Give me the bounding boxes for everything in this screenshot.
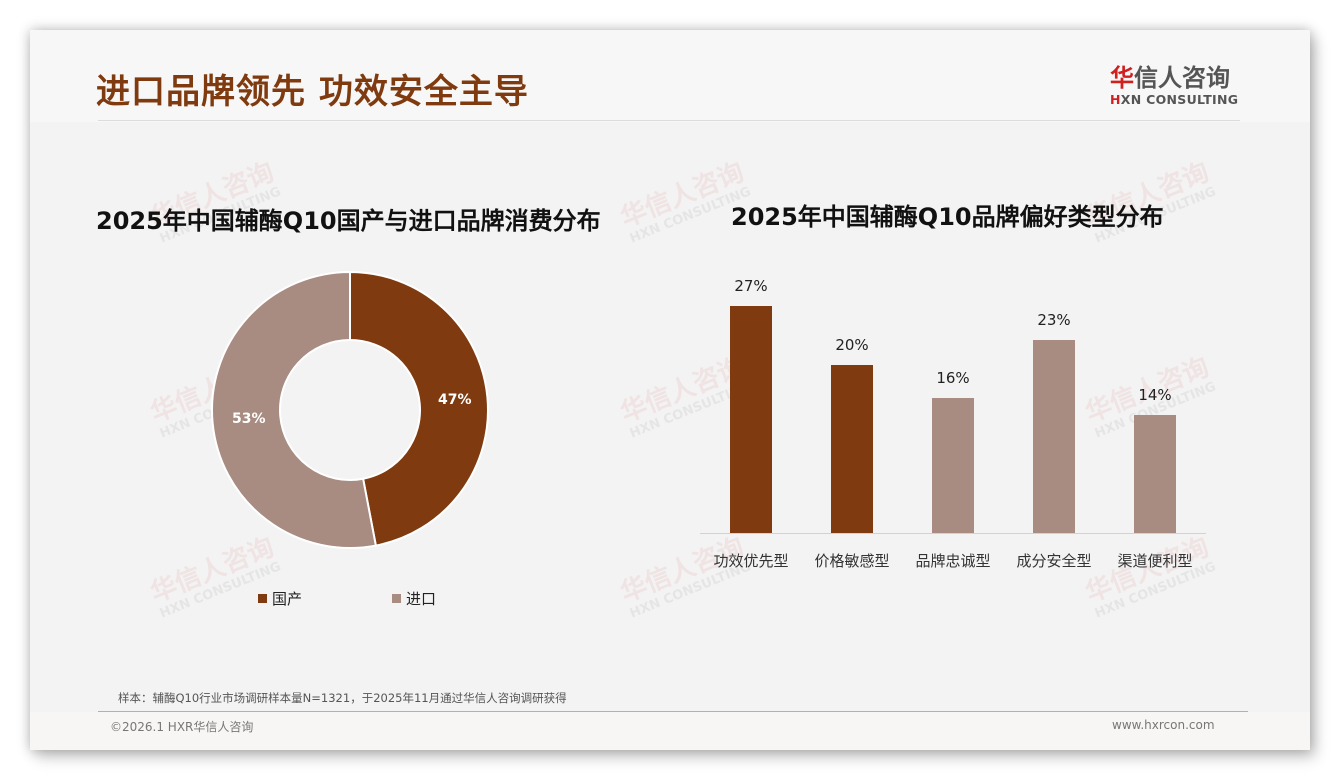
bar-chart-title: 2025年中国辅酶Q10品牌偏好类型分布 [731,203,1164,231]
donut-slice-domestic [349,270,489,547]
copyright-text: ©2026.1 HXR华信人咨询 [110,720,254,734]
donut-label-imported: 53% [232,411,266,427]
page-title: 进口品牌领先 功效安全主导 [96,72,529,112]
donut-slice-imported [211,270,378,549]
bar-ingredient-safety [1033,339,1075,533]
bar-value-label: 23% [1037,310,1071,329]
bar-category-label: 成分安全型 [1016,552,1092,570]
logo-cn-accent: 华 [1110,64,1134,92]
logo-cn: 华信人咨询 [1110,64,1242,92]
donut-label-domestic: 47% [438,392,472,408]
website-link[interactable]: www.hxrcon.com [1112,718,1215,732]
legend-item-domestic: 国产 [258,588,302,609]
bar-value-label: 16% [936,369,970,388]
footer-divider [98,711,1248,712]
logo-cn-rest: 信人咨询 [1134,64,1230,92]
bar-category-label: 渠道便利型 [1117,552,1193,570]
bar-price-sensitive [831,364,873,533]
donut-chart: 47% 53% [210,270,490,550]
bar-efficacy-first [730,306,772,533]
logo-en-accent: H [1110,92,1121,107]
bar-brand-loyal [932,398,974,533]
title-divider [98,120,1240,121]
donut-svg [211,270,489,549]
footer-band [30,712,1310,750]
bar-value-label: 14% [1138,386,1172,405]
bar-value-label: 20% [835,335,869,354]
donut-chart-title: 2025年中国辅酶Q10国产与进口品牌消费分布 [96,207,601,235]
legend-label-domestic: 国产 [272,590,303,608]
bar-category-label: 价格敏感型 [814,552,890,570]
bar-category-label: 品牌忠诚型 [915,552,991,570]
bar-chart: 27% 功效优先型 20% 价格敏感型 16% 品牌忠诚型 23% 成分安全型 … [700,270,1206,570]
slide: 华信人咨询 HXN CONSULTING 华信人咨询 HXN CONSULTING 华信… [30,30,1310,750]
bar-value-label: 27% [734,277,768,295]
x-axis-line [700,533,1206,534]
bar-channel-convenience [1134,415,1176,533]
legend-swatch-domestic [258,594,267,603]
logo-en-rest: XN CONSULTING [1120,92,1239,107]
legend-swatch-imported [392,594,401,603]
header-band [30,30,1310,122]
legend-item-imported: 进口 [392,588,436,609]
sample-note: 样本：辅酶Q10行业市场调研样本量N=1321，于2025年11月通过华信人咨询… [118,691,567,705]
company-logo: 华信人咨询 HXN CONSULTING [1110,64,1242,108]
bar-category-label: 功效优先型 [713,552,789,570]
logo-en: HXN CONSULTING [1110,92,1242,108]
legend-label-imported: 进口 [406,590,437,608]
